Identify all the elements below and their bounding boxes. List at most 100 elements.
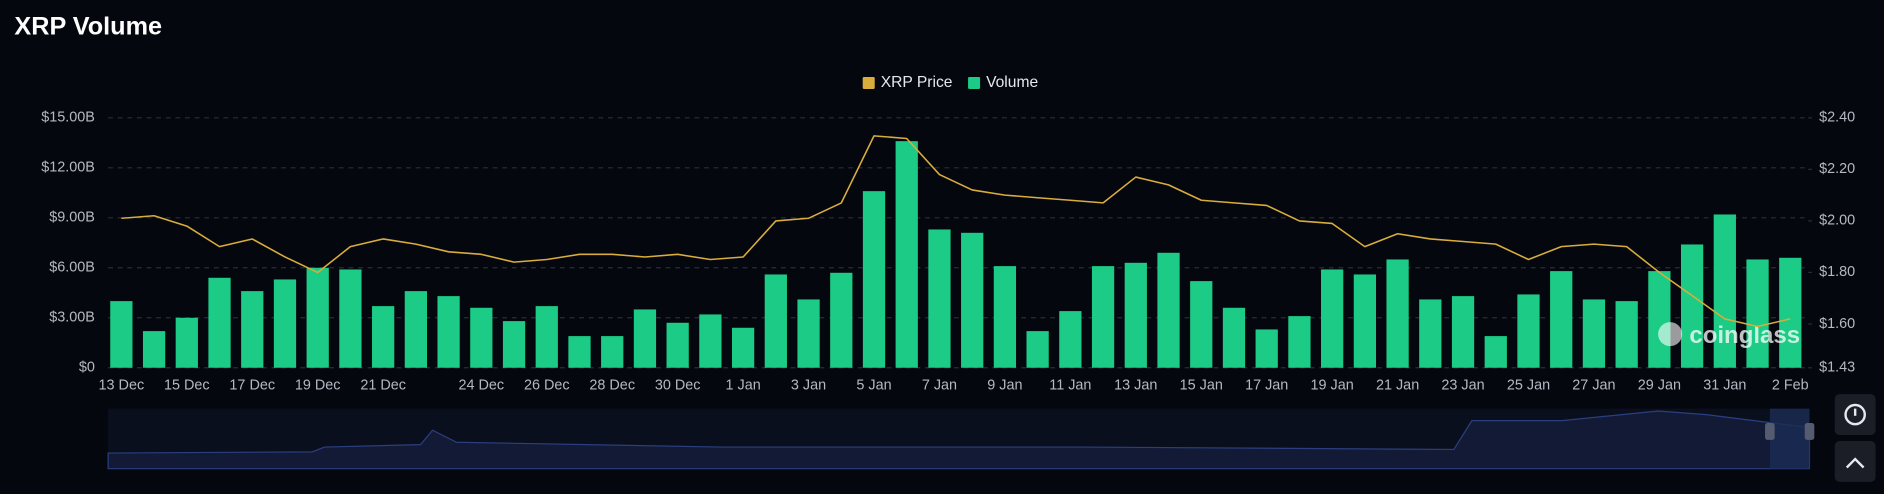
top-button[interactable]: [1834, 441, 1876, 482]
y-tick-label: $9.00B: [49, 210, 95, 226]
bar: [633, 309, 657, 368]
bar: [1059, 311, 1082, 368]
bar: [1517, 294, 1540, 368]
x-tick-label: 11 Jan: [1049, 378, 1091, 394]
bar: [1680, 244, 1704, 368]
bar: [1419, 299, 1442, 368]
bar: [764, 274, 787, 368]
bar: [601, 336, 624, 368]
watermark-logo: [1658, 322, 1683, 347]
bar: [175, 317, 198, 368]
x-tick-label: 21 Jan: [1376, 378, 1419, 394]
legend-label: Volume: [986, 74, 1038, 91]
x-tick-label: 17 Jan: [1245, 378, 1288, 394]
bar: [470, 307, 493, 368]
navigator-window[interactable]: [1769, 408, 1810, 469]
bar: [502, 321, 526, 368]
y-tick-label: $12.00B: [41, 160, 95, 176]
bar: [1091, 266, 1115, 368]
y2-tick-label: $1.60: [1819, 316, 1855, 332]
bar: [1255, 329, 1278, 368]
x-tick-label: 5 Jan: [856, 378, 891, 394]
y-tick-label: $3.00B: [49, 310, 95, 326]
y-tick-label: $0: [79, 360, 95, 376]
legend-swatch: [862, 76, 875, 89]
bar: [830, 272, 853, 368]
side-buttons: [1834, 394, 1876, 482]
x-tick-label: 27 Jan: [1572, 378, 1615, 394]
bar: [339, 269, 362, 368]
bar: [1222, 307, 1246, 368]
bar: [1353, 274, 1376, 368]
bar: [1582, 299, 1606, 368]
bar: [1451, 296, 1475, 368]
x-tick-label: 15 Jan: [1180, 378, 1223, 394]
watermark: coinglass: [1689, 322, 1800, 349]
y2-tick-label: $2.00: [1819, 213, 1855, 229]
legend: XRP Price Volume: [862, 74, 1038, 91]
navigator[interactable]: [107, 408, 1815, 470]
x-tick-label: 7 Jan: [922, 378, 957, 394]
x-tick-label: 13 Dec: [99, 378, 145, 394]
x-tick-label: 24 Dec: [458, 378, 504, 394]
bar: [208, 277, 231, 368]
bar: [306, 267, 329, 368]
bar: [1321, 269, 1344, 368]
bar: [1386, 259, 1409, 368]
alert-icon: [1853, 408, 1857, 416]
bar: [895, 141, 918, 368]
x-tick-label: 26 Dec: [524, 378, 570, 394]
bar: [731, 327, 755, 368]
bar: [797, 299, 820, 368]
legend-swatch: [968, 76, 981, 89]
bar: [1779, 257, 1802, 368]
bar: [1615, 301, 1638, 368]
bar: [1550, 271, 1573, 368]
x-tick-label: 13 Jan: [1114, 378, 1157, 394]
navigator-handle[interactable]: [1804, 423, 1815, 440]
bar: [1124, 262, 1147, 368]
bar: [961, 232, 984, 368]
x-tick-label: 28 Dec: [589, 378, 635, 394]
bar: [535, 306, 558, 368]
bar: [1026, 331, 1049, 368]
bar: [437, 296, 460, 368]
bar: [110, 301, 133, 368]
y2-tick-label: $1.43: [1819, 360, 1855, 376]
x-tick-label: 2 Feb: [1772, 378, 1809, 394]
bar: [568, 336, 591, 368]
bar: [1648, 271, 1671, 368]
x-tick-label: 17 Dec: [229, 378, 275, 394]
bar: [1746, 259, 1769, 368]
y2-tick-label: $1.80: [1819, 264, 1855, 280]
x-tick-label: 31 Jan: [1703, 378, 1746, 394]
top-icon: [1845, 457, 1865, 469]
bar: [241, 291, 264, 368]
bar: [928, 229, 951, 368]
bar: [1190, 281, 1213, 368]
x-tick-label: 19 Jan: [1311, 378, 1354, 394]
y-tick-label: $6.00B: [49, 260, 95, 276]
bar: [142, 331, 166, 368]
bar: [862, 191, 886, 368]
bar: [1157, 252, 1180, 368]
alert-icon: [1844, 403, 1866, 426]
x-tick-label: 3 Jan: [791, 378, 826, 394]
y2-tick-label: $2.40: [1819, 110, 1855, 126]
legend-label: XRP Price: [881, 74, 953, 91]
x-tick-label: 21 Dec: [360, 378, 406, 394]
bar: [666, 322, 689, 368]
bar: [993, 266, 1017, 368]
y-tick-label: $15.00B: [41, 110, 95, 126]
bar: [699, 314, 722, 368]
x-tick-label: 19 Dec: [295, 378, 341, 394]
bar: [1484, 336, 1507, 368]
navigator-handle[interactable]: [1765, 423, 1775, 440]
x-tick-label: 23 Jan: [1441, 378, 1484, 394]
x-tick-label: 9 Jan: [987, 378, 1022, 394]
x-tick-label: 29 Jan: [1638, 378, 1681, 394]
bar: [372, 306, 395, 368]
bar: [1288, 316, 1311, 368]
x-tick-label: 15 Dec: [164, 378, 210, 394]
